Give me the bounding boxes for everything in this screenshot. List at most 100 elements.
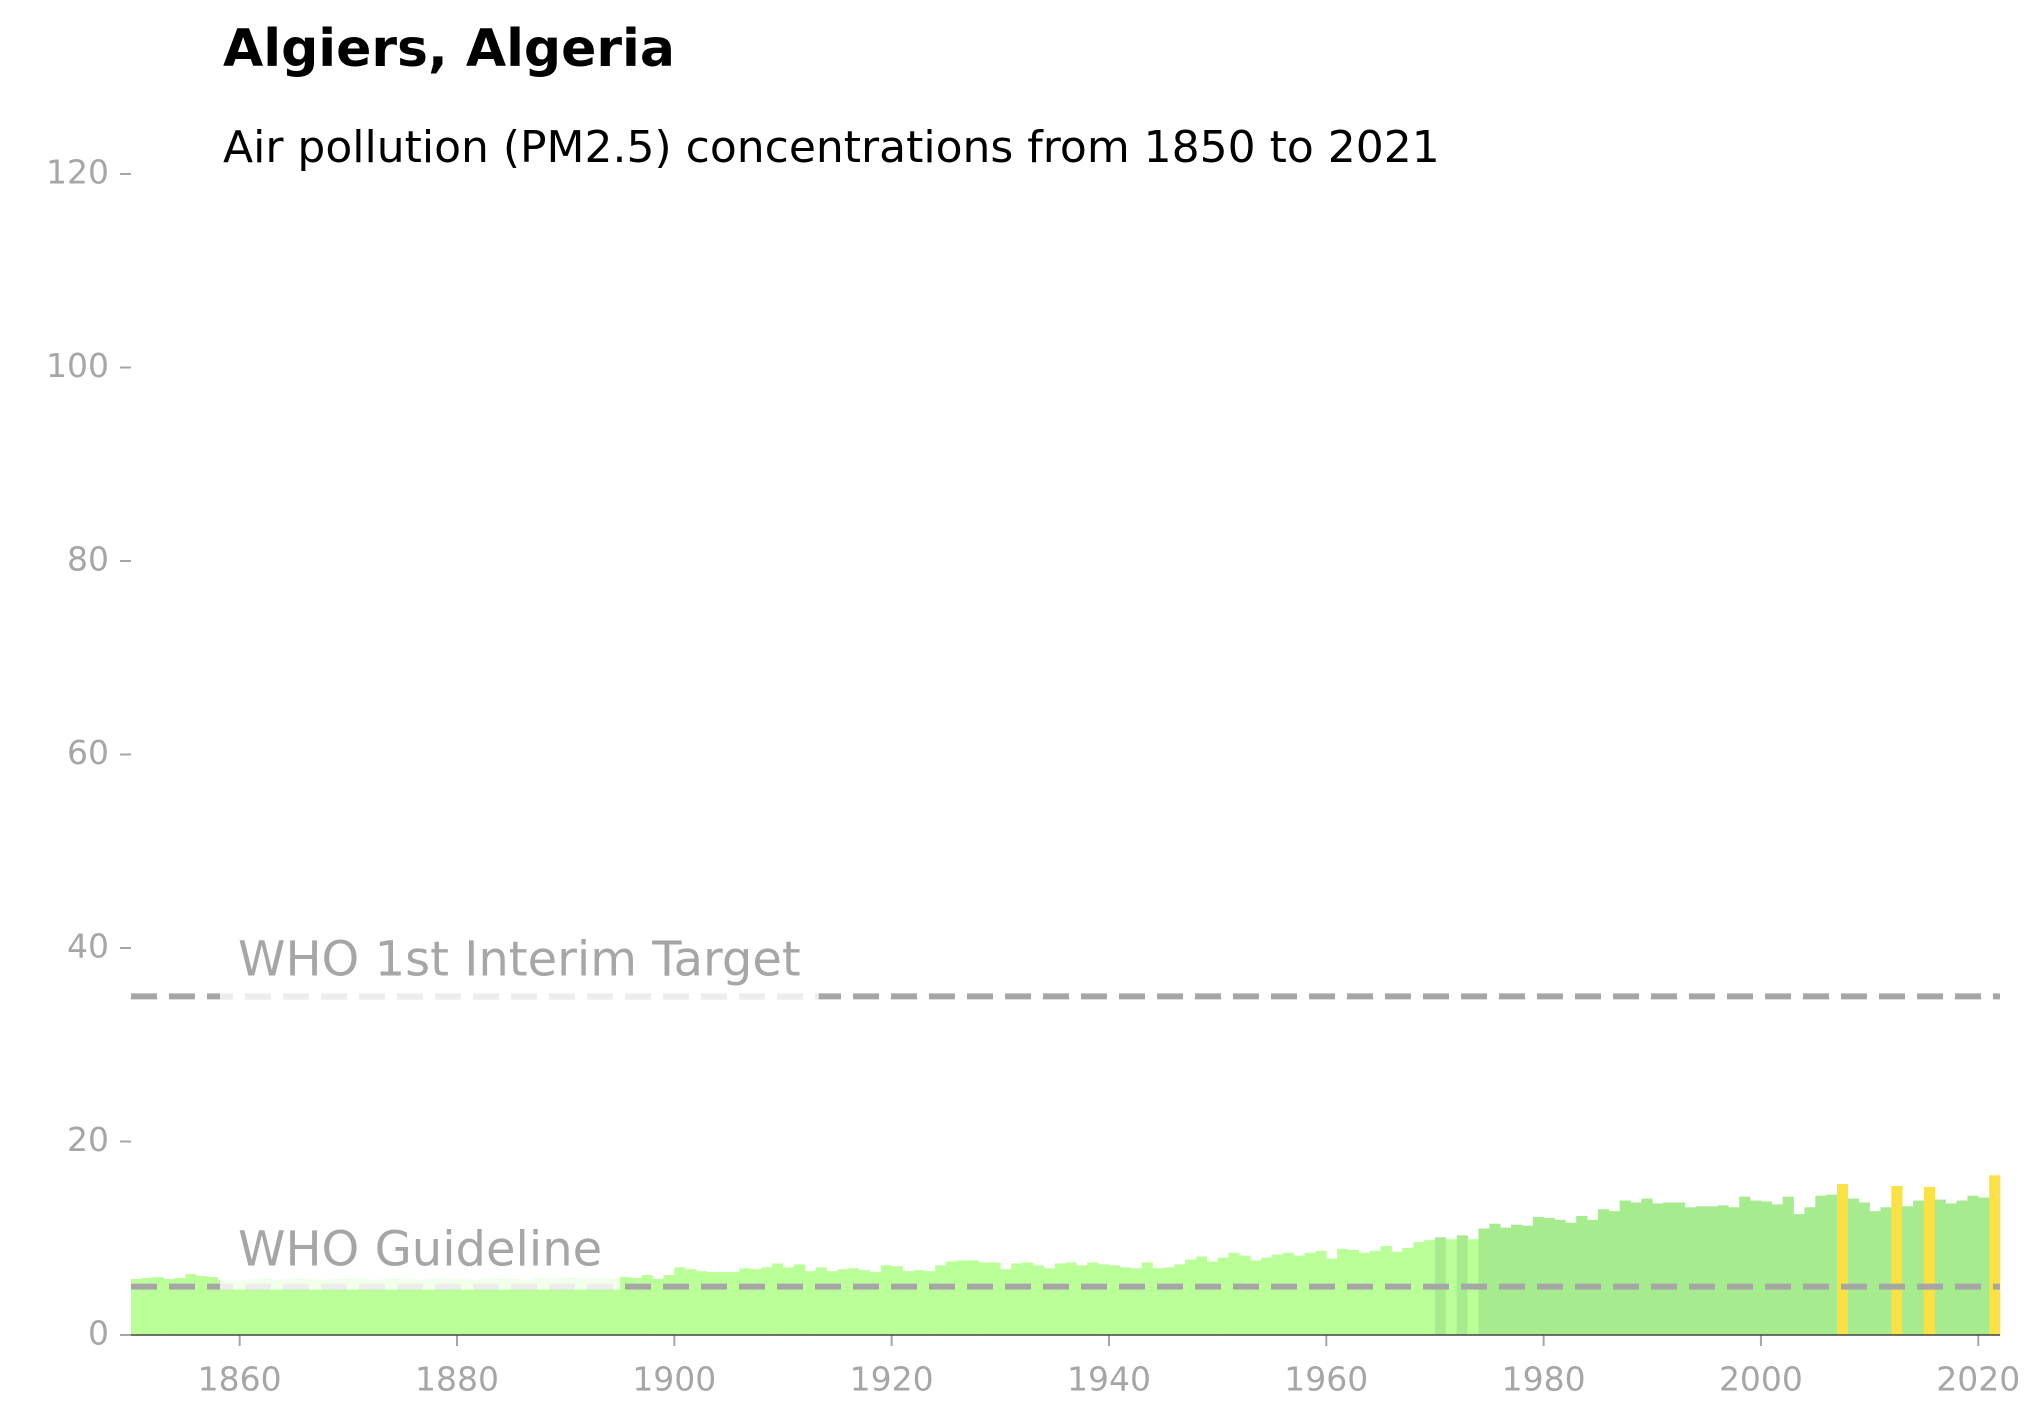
bar (1250, 1260, 1262, 1335)
x-tick-label: 1920 (850, 1360, 934, 1399)
bar (1195, 1256, 1208, 1335)
bar (228, 1280, 240, 1335)
bar (772, 1263, 784, 1335)
bar (261, 1277, 273, 1335)
bar (1206, 1261, 1218, 1335)
bar (413, 1279, 425, 1335)
bar (761, 1267, 773, 1335)
bar (1826, 1194, 1838, 1335)
x-tick-label: 1880 (415, 1360, 499, 1399)
bar (1152, 1268, 1164, 1335)
bar (1391, 1251, 1403, 1335)
x-tick-label: 2000 (1719, 1360, 1803, 1399)
bar (511, 1278, 523, 1335)
bar (1706, 1206, 1718, 1335)
bar (1076, 1265, 1088, 1335)
bar (467, 1279, 480, 1335)
bar (1271, 1254, 1284, 1335)
reference-label: WHO 1st Interim Target (238, 931, 801, 987)
bar (739, 1268, 751, 1335)
bar (196, 1275, 208, 1335)
bar (978, 1262, 990, 1335)
x-tick-label: 1960 (1284, 1360, 1368, 1399)
bar (1956, 1200, 1968, 1335)
bar (207, 1276, 219, 1335)
bar (1760, 1201, 1773, 1335)
bar (163, 1278, 175, 1335)
bar (1619, 1200, 1631, 1335)
reference-label: WHO Guideline (238, 1222, 602, 1278)
bar (1402, 1247, 1414, 1335)
bar (717, 1272, 729, 1335)
bar (1098, 1264, 1110, 1335)
bar (880, 1265, 892, 1335)
bar (685, 1269, 697, 1335)
bar (1989, 1175, 2001, 1335)
bar (283, 1278, 295, 1335)
bar (141, 1277, 154, 1335)
bar (391, 1277, 403, 1335)
bar (1630, 1202, 1642, 1335)
bar (619, 1276, 632, 1335)
bar (1728, 1207, 1740, 1335)
bar (1315, 1250, 1327, 1335)
bar (1087, 1262, 1099, 1335)
bar (1445, 1239, 1457, 1335)
bar (891, 1266, 903, 1335)
y-tick-label: 80 (67, 540, 109, 579)
bar (1326, 1258, 1338, 1335)
bar (1521, 1225, 1534, 1335)
bar (1543, 1217, 1555, 1335)
bar (337, 1277, 349, 1335)
bar (1554, 1219, 1566, 1335)
bar (1695, 1206, 1707, 1335)
bar (1511, 1224, 1523, 1335)
bar (370, 1279, 382, 1335)
y-tick-label: 100 (46, 346, 109, 385)
bar (1185, 1259, 1197, 1335)
bar (1858, 1202, 1870, 1335)
bar (1293, 1255, 1305, 1335)
bar (728, 1272, 740, 1335)
bar (696, 1271, 708, 1335)
bar (435, 1277, 447, 1335)
bar (1793, 1214, 1805, 1335)
bar (456, 1278, 469, 1335)
bar (348, 1277, 360, 1335)
bar (174, 1277, 186, 1335)
y-tick-label: 60 (67, 733, 109, 772)
x-tick-label: 1900 (632, 1360, 716, 1399)
bar (945, 1261, 958, 1335)
bar (272, 1279, 284, 1335)
bar (956, 1260, 969, 1335)
bar (239, 1279, 251, 1335)
bar (1532, 1216, 1544, 1335)
bar (1348, 1249, 1360, 1335)
bar (1163, 1267, 1175, 1335)
bar (1674, 1202, 1686, 1335)
bar (543, 1278, 556, 1335)
bar (1174, 1264, 1186, 1335)
x-tick-label: 2020 (1936, 1360, 2020, 1399)
bar (1923, 1186, 1936, 1335)
bar (1239, 1255, 1251, 1335)
bar (1967, 1195, 1979, 1335)
bar (706, 1272, 719, 1335)
bar (1804, 1207, 1816, 1335)
bar (750, 1269, 762, 1335)
chart-title: Algiers, Algeria (223, 19, 675, 79)
bar (848, 1268, 860, 1335)
bar (1261, 1257, 1273, 1335)
bar (1837, 1184, 1849, 1335)
bar (522, 1279, 534, 1335)
bar (1750, 1200, 1762, 1335)
bar (1891, 1186, 1903, 1335)
bar (1011, 1263, 1023, 1335)
bar (869, 1272, 882, 1335)
label-box (220, 921, 819, 1000)
bar (1032, 1265, 1045, 1335)
bar (837, 1269, 849, 1335)
bar (1847, 1198, 1860, 1335)
bar (1641, 1198, 1653, 1335)
